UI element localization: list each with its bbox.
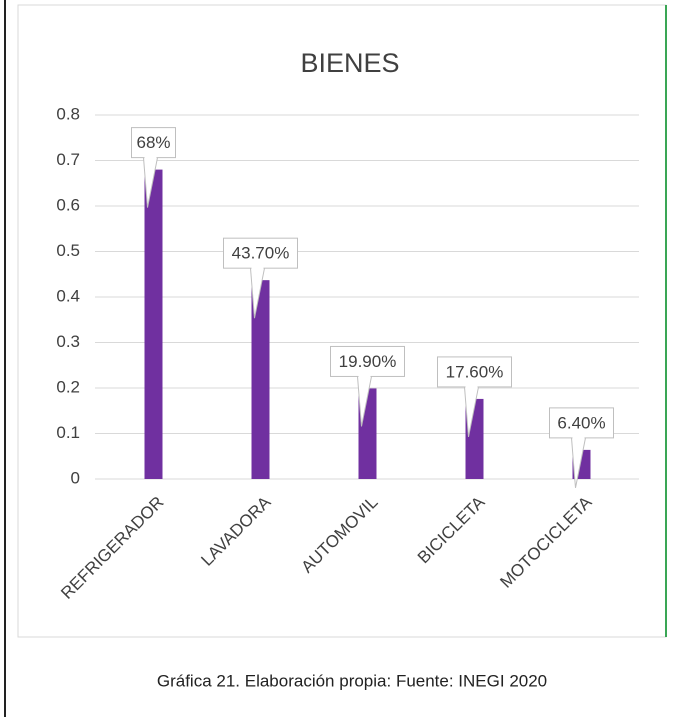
label-box <box>549 407 614 439</box>
bar <box>144 169 163 479</box>
label-box <box>330 345 405 377</box>
data-label: 19.90% <box>339 352 397 371</box>
bar <box>251 280 270 479</box>
y-tick-label: 0.4 <box>56 286 80 305</box>
caption: Gráfica 21. Elaboración propia: Fuente: … <box>157 671 547 690</box>
y-tick-label: 0.8 <box>56 104 80 123</box>
data-label: 68% <box>136 133 170 152</box>
chart-title: BIENES <box>300 48 399 78</box>
y-tick-label: 0.5 <box>56 241 80 260</box>
chart-frame <box>17 4 667 638</box>
y-tick-label: 0.3 <box>56 332 80 351</box>
data-label: 43.70% <box>232 244 290 263</box>
y-tick-label: 0.2 <box>56 377 80 396</box>
data-label: 17.60% <box>446 362 504 381</box>
y-tick-label: 0 <box>71 468 80 487</box>
y-tick-label: 0.1 <box>56 423 80 442</box>
data-label: 6.40% <box>557 413 605 432</box>
y-tick-label: 0.6 <box>56 195 80 214</box>
y-tick-label: 0.7 <box>56 150 80 169</box>
label-box <box>437 356 512 388</box>
label-box <box>223 237 298 269</box>
